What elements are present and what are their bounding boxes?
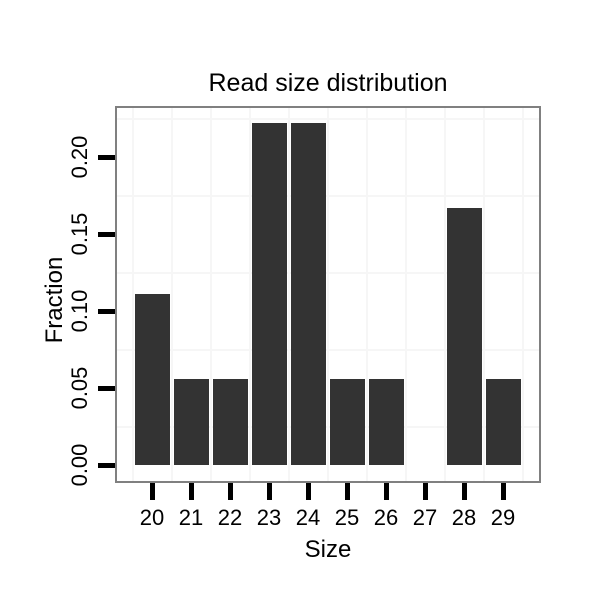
- grid-line-vertical: [288, 108, 290, 481]
- grid-line-vertical: [366, 108, 368, 481]
- x-tick-label: 26: [373, 505, 399, 530]
- x-tick: [423, 483, 428, 500]
- x-tick-label: 21: [178, 505, 204, 530]
- x-tick-label: 20: [139, 505, 165, 530]
- x-tick-label: 22: [217, 505, 243, 530]
- x-tick: [345, 483, 350, 500]
- x-tick-label: 27: [412, 505, 438, 530]
- chart-title: Read size distribution: [208, 69, 448, 97]
- bar: [291, 123, 326, 465]
- x-tick: [150, 483, 155, 500]
- grid-line-vertical: [171, 108, 173, 481]
- y-axis-title: Fraction: [41, 256, 68, 344]
- bar: [447, 208, 482, 465]
- y-tick-label: 0.10: [67, 289, 92, 333]
- x-tick: [189, 483, 194, 500]
- x-tick-label: 24: [295, 505, 321, 530]
- y-tick: [98, 309, 115, 314]
- grid-line-vertical: [483, 108, 485, 481]
- bar: [174, 379, 209, 465]
- plot-panel: [115, 106, 541, 483]
- bar: [213, 379, 248, 465]
- grid-line-vertical: [522, 108, 524, 481]
- x-tick: [384, 483, 389, 500]
- x-tick: [501, 483, 506, 500]
- x-tick-label: 25: [334, 505, 360, 530]
- y-tick-label: 0.00: [67, 443, 92, 487]
- x-tick-label: 28: [451, 505, 477, 530]
- grid-line-vertical: [405, 108, 407, 481]
- x-axis-title: Size: [304, 536, 352, 563]
- grid-line-vertical: [210, 108, 212, 481]
- grid-line-vertical: [444, 108, 446, 481]
- bar: [330, 379, 365, 465]
- grid-line-vertical: [132, 108, 134, 481]
- grid-line-vertical: [249, 108, 251, 481]
- x-tick-label: 23: [256, 505, 282, 530]
- x-tick: [462, 483, 467, 500]
- x-tick: [306, 483, 311, 500]
- y-tick: [98, 463, 115, 468]
- bar: [252, 123, 287, 465]
- bar: [369, 379, 404, 465]
- y-tick: [98, 232, 115, 237]
- x-tick: [267, 483, 272, 500]
- y-tick: [98, 386, 115, 391]
- y-tick-label: 0.20: [67, 135, 92, 179]
- bar: [135, 294, 170, 465]
- y-tick-label: 0.05: [67, 366, 92, 410]
- y-tick: [98, 155, 115, 160]
- y-tick-label: 0.15: [67, 212, 92, 256]
- grid-line-vertical: [327, 108, 329, 481]
- x-tick-label: 29: [490, 505, 516, 530]
- bar: [486, 379, 521, 465]
- x-tick: [228, 483, 233, 500]
